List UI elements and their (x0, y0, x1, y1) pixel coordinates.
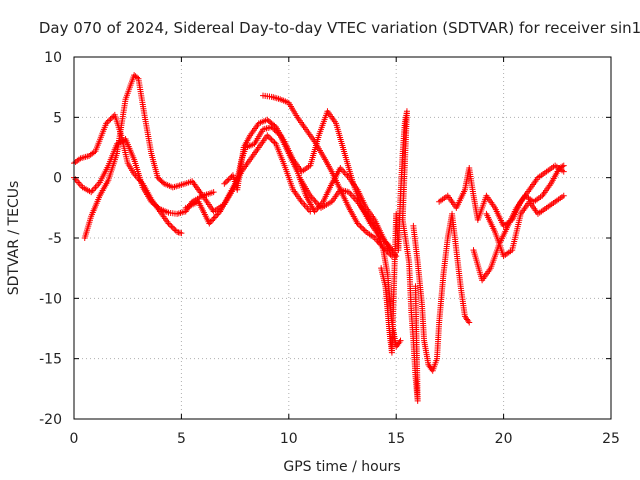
y-tick-label-2: -10 (39, 291, 62, 307)
axis-ticks: 0 5 10 15 20 25 -20 -15 -10 -5 0 5 10 (39, 50, 620, 447)
data-point (221, 180, 228, 187)
data-point (108, 114, 115, 121)
data-point (388, 253, 395, 260)
data-point (358, 224, 365, 231)
data-point (412, 283, 419, 290)
data-point (104, 118, 111, 125)
data-point (169, 224, 176, 231)
y-tick-label-5: 5 (53, 110, 62, 126)
data-point (209, 217, 216, 224)
data-point (559, 163, 566, 170)
data-point (171, 226, 178, 233)
series-track-2 (71, 136, 217, 217)
data-point (103, 120, 110, 127)
data-point (354, 220, 361, 227)
y-tick-label-1: -15 (39, 352, 62, 368)
data-point (155, 204, 162, 211)
series-track-8 (410, 210, 473, 374)
series-track-3 (81, 72, 314, 241)
data-point (271, 122, 278, 129)
data-point (560, 168, 567, 175)
data-point (222, 179, 229, 186)
data-point (107, 116, 114, 123)
x-tick-label-5: 25 (602, 431, 620, 447)
data-point (165, 220, 172, 227)
data-point (360, 226, 367, 233)
data-point (560, 162, 567, 169)
series-track-10 (470, 162, 567, 284)
data-point (106, 117, 113, 124)
data-point (166, 221, 173, 228)
data-point (355, 221, 362, 228)
grid (74, 57, 611, 419)
series-track-7 (296, 174, 404, 350)
data-point (267, 135, 274, 142)
data-point (265, 133, 272, 140)
data-point (211, 214, 218, 221)
series-track-9 (436, 162, 567, 229)
data-point (227, 175, 234, 182)
data-point (168, 223, 175, 230)
data-point (210, 189, 217, 196)
x-tick-label-0: 0 (70, 431, 79, 447)
x-tick-label-3: 15 (387, 431, 405, 447)
data-point (224, 177, 231, 184)
data-point (357, 223, 364, 230)
data-point (159, 179, 166, 186)
y-tick-label-0: -20 (39, 412, 62, 428)
data-point (383, 239, 390, 246)
data-point (264, 132, 271, 139)
x-axis-label: GPS time / hours (283, 459, 400, 475)
data-point (134, 74, 141, 81)
series-scatter-1 (378, 108, 421, 404)
data-point (271, 139, 278, 146)
data-point (210, 215, 217, 222)
data-point (225, 176, 232, 183)
y-tick-label-3: -5 (48, 231, 62, 247)
data-points (71, 72, 567, 404)
data-point (361, 227, 368, 234)
data-point (386, 250, 393, 257)
y-tick-label-6: 10 (44, 50, 62, 66)
data-point (397, 337, 404, 344)
y-tick-label-4: 0 (53, 171, 62, 187)
data-point (178, 230, 185, 237)
x-tick-label-4: 20 (495, 431, 513, 447)
data-point (381, 238, 388, 245)
data-point (466, 319, 473, 326)
data-point (560, 192, 567, 199)
data-point (312, 198, 319, 205)
series-track-11 (483, 192, 567, 260)
y-axis-label: SDTVAR / TECUs (6, 181, 22, 296)
chart-title: Day 070 of 2024, Sidereal Day-to-day VTE… (39, 19, 640, 37)
x-tick-label-2: 10 (280, 431, 298, 447)
x-tick-label-1: 5 (177, 431, 186, 447)
data-point (270, 138, 277, 145)
series-track-1 (71, 111, 185, 237)
data-point (268, 136, 275, 143)
